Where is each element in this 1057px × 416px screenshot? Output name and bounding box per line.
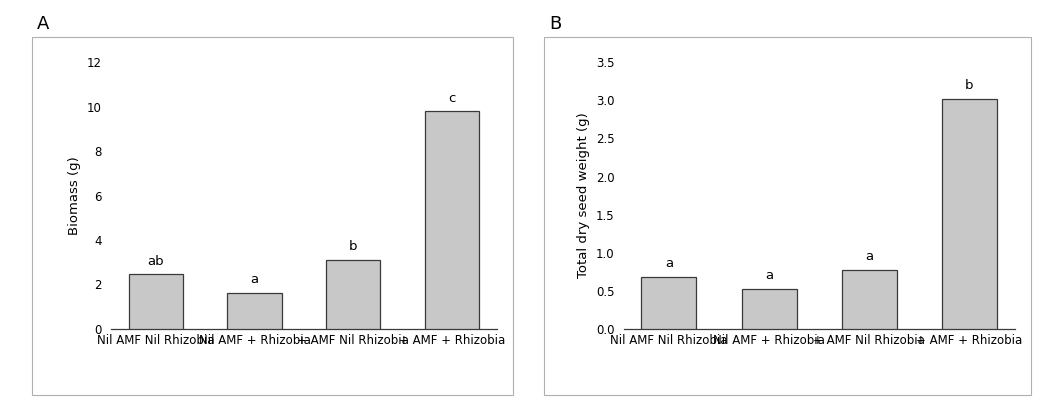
Text: a: a — [866, 250, 873, 263]
Text: ab: ab — [147, 255, 164, 267]
Text: a: a — [665, 257, 673, 270]
Text: a: a — [765, 270, 773, 282]
Bar — [942, 99, 997, 329]
Text: a: a — [251, 273, 259, 286]
Bar — [841, 270, 896, 329]
Text: B: B — [550, 15, 562, 33]
Text: c: c — [448, 92, 456, 104]
Text: b: b — [349, 240, 357, 253]
Bar — [129, 274, 183, 329]
Bar — [742, 289, 797, 329]
Bar — [327, 260, 381, 329]
Text: A: A — [37, 15, 50, 33]
Bar — [425, 111, 479, 329]
Y-axis label: Biomass (g): Biomass (g) — [69, 156, 81, 235]
Bar — [642, 277, 697, 329]
Bar — [227, 293, 281, 329]
Y-axis label: Total dry seed weight (g): Total dry seed weight (g) — [577, 113, 591, 278]
Text: b: b — [965, 79, 973, 92]
